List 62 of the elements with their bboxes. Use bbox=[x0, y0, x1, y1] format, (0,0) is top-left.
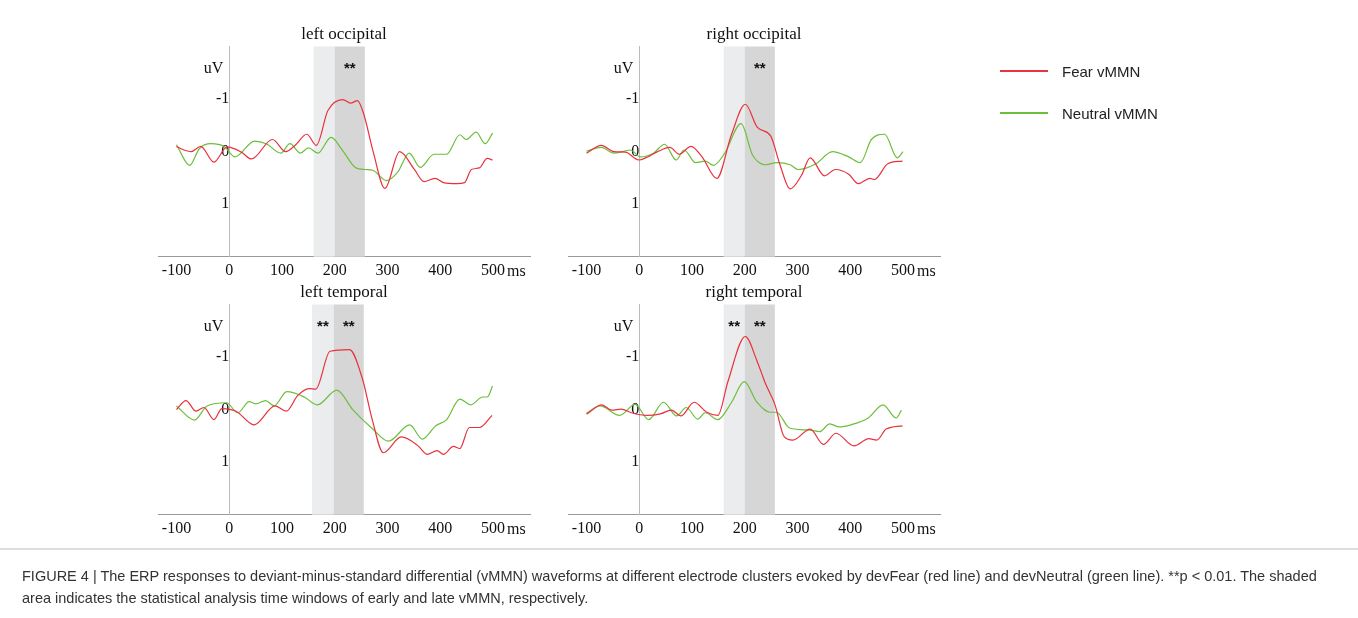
x-tick-label: 300 bbox=[785, 518, 810, 536]
band-label: ** bbox=[753, 316, 766, 334]
x-tick-label: -100 bbox=[161, 260, 192, 278]
legend-label: Neutral vMMN bbox=[1062, 104, 1158, 122]
line-series bbox=[175, 349, 493, 455]
x-axis-title: ms bbox=[507, 520, 526, 537]
band-label: ** bbox=[317, 316, 329, 334]
y-axis-title: uV bbox=[613, 316, 634, 334]
x-tick-label: 500 bbox=[891, 518, 916, 536]
chart-title: right temporal bbox=[705, 281, 803, 301]
band-label: ** bbox=[728, 316, 741, 334]
line-series bbox=[585, 103, 904, 190]
x-tick-label: 500 bbox=[891, 260, 916, 278]
caption: FIGURE 4 | The ERP responses to deviant-minus-standard differential (vMMN) waveforms at different electrode clusters evoked by devFear (red line) and devNeutral (green line). **p < 0.01. The shaded area indicates the statistical analysis time windows of early and late vMMN, respectively. bbox=[22, 567, 1318, 608]
band-label: ** bbox=[343, 58, 356, 76]
y-tick-label: 1 bbox=[631, 194, 640, 212]
chart-title: left occipital bbox=[301, 23, 387, 43]
y-axis-title: uV bbox=[613, 58, 634, 76]
x-axis-title: ms bbox=[917, 262, 936, 279]
x-tick-label: -100 bbox=[571, 518, 602, 536]
x-tick-label: 200 bbox=[322, 518, 347, 536]
x-tick-label: 100 bbox=[680, 260, 704, 278]
chart-title: right occipital bbox=[706, 23, 802, 43]
x-axis-title: ms bbox=[507, 262, 526, 279]
band-label: ** bbox=[753, 58, 766, 76]
x-tick-label: 300 bbox=[375, 518, 400, 536]
x-tick-label: 500 bbox=[481, 518, 506, 536]
y-tick-label: 0 bbox=[631, 141, 640, 159]
x-tick-label: 300 bbox=[375, 260, 400, 278]
y-tick-label: -1 bbox=[215, 89, 230, 107]
x-tick-label: 200 bbox=[732, 260, 757, 278]
x-tick-label: 200 bbox=[322, 260, 347, 278]
y-tick-label: 1 bbox=[221, 452, 230, 470]
x-tick-label: 300 bbox=[785, 260, 810, 278]
y-axis-title: uV bbox=[203, 58, 224, 76]
chart-title: left temporal bbox=[300, 281, 388, 301]
x-tick-label: 400 bbox=[428, 260, 453, 278]
y-tick-label: 1 bbox=[221, 194, 230, 212]
band-label: ** bbox=[342, 316, 355, 334]
x-tick-label: 100 bbox=[270, 260, 294, 278]
x-tick-label: 100 bbox=[270, 518, 294, 536]
y-tick-label: 1 bbox=[631, 452, 640, 470]
x-tick-label: -100 bbox=[571, 260, 602, 278]
line-series bbox=[175, 385, 494, 442]
y-axis-title: uV bbox=[203, 316, 224, 334]
y-tick-label: 0 bbox=[631, 399, 640, 417]
y-tick-label: -1 bbox=[215, 347, 230, 365]
x-tick-label: 400 bbox=[428, 518, 453, 536]
x-tick-label: -100 bbox=[161, 518, 192, 536]
x-axis-title: ms bbox=[917, 520, 936, 537]
line-series bbox=[585, 381, 903, 433]
x-tick-label: 500 bbox=[481, 260, 506, 278]
x-tick-label: 400 bbox=[838, 518, 863, 536]
x-tick-label: 200 bbox=[732, 518, 757, 536]
legend-label: Fear vMMN bbox=[1062, 62, 1141, 80]
line-series bbox=[585, 335, 904, 447]
x-tick-label: 100 bbox=[680, 518, 704, 536]
line-series bbox=[585, 123, 904, 171]
line-series bbox=[175, 131, 494, 182]
y-tick-label: -1 bbox=[625, 89, 640, 107]
y-tick-label: -1 bbox=[625, 347, 640, 365]
x-tick-label: 400 bbox=[838, 260, 863, 278]
